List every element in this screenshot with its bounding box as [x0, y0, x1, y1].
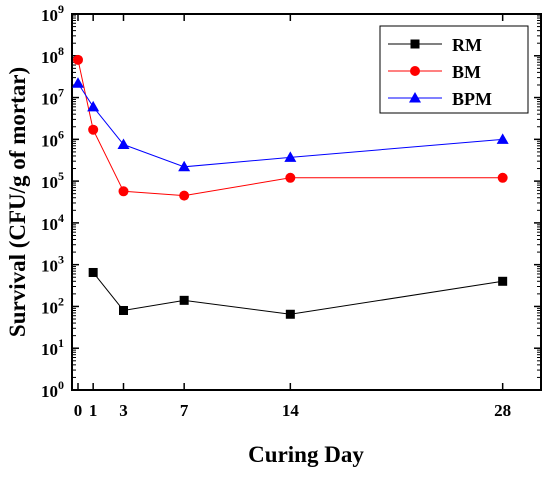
- y-tick-label: 107: [41, 86, 64, 109]
- y-axis-ticks: 100 101 102 103 104 105 106 107 108 109: [41, 2, 541, 401]
- data-point-bpm: [87, 100, 100, 112]
- x-tick-label: 3: [119, 401, 128, 420]
- y-tick-label: 104: [41, 211, 64, 234]
- legend-label-bpm: BPM: [452, 89, 492, 109]
- series-bm: [73, 54, 508, 201]
- x-tick-label: 0: [74, 401, 83, 420]
- legend-label-bm: BM: [452, 62, 481, 82]
- data-point-bpm: [284, 151, 297, 162]
- data-point-rm: [119, 305, 128, 315]
- x-tick-label: 1: [89, 401, 98, 420]
- x-tick-label: 7: [180, 401, 189, 420]
- legend-marker-rm: [410, 39, 420, 49]
- data-point-bm: [497, 172, 508, 183]
- series-rm: [88, 267, 508, 319]
- y-tick-label: 108: [41, 44, 64, 67]
- x-tick-label: 28: [494, 401, 511, 420]
- series-line-bpm: [77, 82, 503, 168]
- y-axis-title: Survival (CFU/g of mortar): [5, 67, 30, 337]
- data-point-bm: [118, 186, 129, 197]
- data-point-rm: [285, 309, 295, 319]
- y-tick-label: 103: [41, 253, 64, 276]
- data-point-bm: [88, 124, 99, 135]
- x-tick-label: 14: [282, 401, 300, 420]
- y-tick-label: 102: [41, 294, 64, 317]
- data-point-bm: [73, 54, 83, 65]
- x-axis-ticks: 0 1 3 7 14 28: [74, 14, 511, 420]
- series-layer: [72, 54, 509, 319]
- series-line-rm: [92, 272, 503, 315]
- series-line-bm: [77, 59, 503, 197]
- data-point-bpm: [178, 160, 191, 172]
- legend-marker-bm: [410, 66, 420, 76]
- data-point-bpm: [72, 77, 84, 88]
- y-tick-label: 101: [41, 336, 64, 359]
- plot-frame: [71, 13, 542, 391]
- y-tick-label: 105: [41, 169, 64, 192]
- data-point-rm: [498, 276, 508, 286]
- data-point-rm: [179, 295, 189, 305]
- data-point-rm: [88, 267, 98, 277]
- y-tick-label: 109: [41, 2, 64, 25]
- series-bpm: [72, 77, 509, 172]
- y-tick-label: 106: [41, 127, 64, 150]
- x-axis-title: Curing Day: [248, 442, 364, 467]
- legend-marker-bpm: [409, 92, 421, 103]
- data-point-bpm: [496, 133, 509, 144]
- data-point-bm: [179, 190, 190, 201]
- y-tick-label: 100: [41, 378, 64, 401]
- data-point-bpm: [117, 138, 130, 150]
- legend: RM BM BPM: [379, 25, 529, 114]
- legend-label-rm: RM: [452, 35, 482, 55]
- data-point-bm: [285, 172, 296, 183]
